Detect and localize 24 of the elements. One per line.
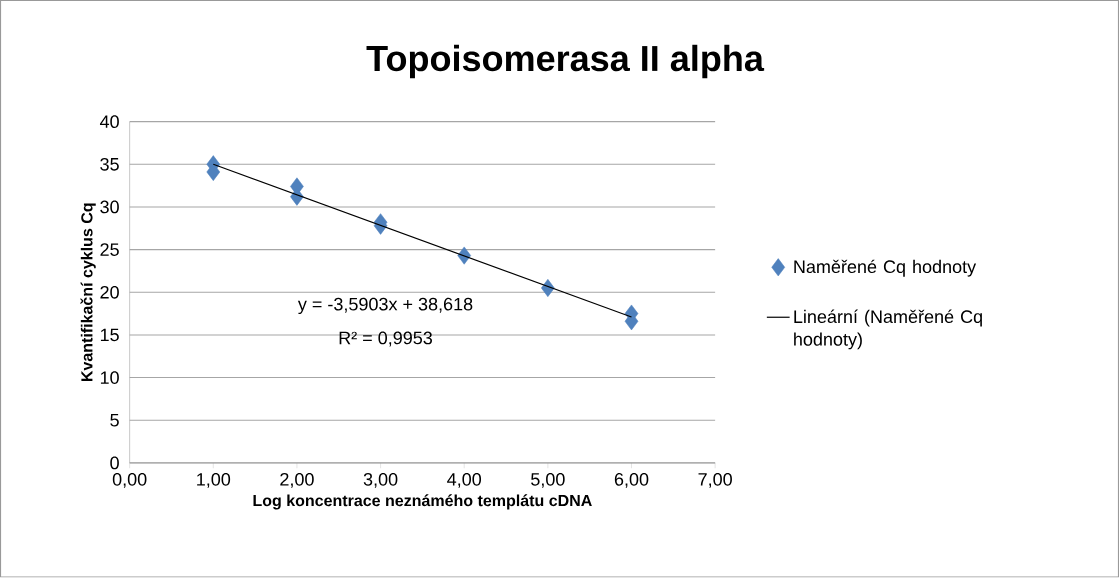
y-tick-label: 0 xyxy=(110,456,119,470)
y-tick-label: 10 xyxy=(100,371,119,385)
legend-label: Lineární (Naměřené Cq hodnoty) xyxy=(794,309,982,350)
x-tick-label: 6,00 xyxy=(614,473,649,489)
x-tick-label: 4,00 xyxy=(447,473,482,489)
x-tick-label: 5,00 xyxy=(531,473,565,489)
x-axis-title: Log koncentrace neznámého templátu cDNA xyxy=(253,494,592,510)
x-tick-label: 2,00 xyxy=(280,473,314,489)
y-axis-title: Kvantifikační cyklus Cq xyxy=(80,203,96,382)
x-tick-label: 0,00 xyxy=(112,473,147,489)
y-tick-label: 35 xyxy=(100,158,119,171)
y-tick-label: 5 xyxy=(110,414,119,427)
y-tick-label: 15 xyxy=(100,328,119,342)
y-tick-label: 30 xyxy=(100,200,119,214)
y-tick-label: 25 xyxy=(100,243,119,257)
x-tick-label: 7,00 xyxy=(698,473,732,489)
chart-title: Topoisomerasa II alpha xyxy=(366,45,765,79)
legend-label: Naměřené Cq hodnoty xyxy=(794,259,977,277)
x-tick-label: 1,00 xyxy=(197,473,231,489)
annotation: R² = 0,9953 xyxy=(339,331,433,347)
annotation: y = -3,5903x + 38,618 xyxy=(297,297,473,315)
y-tick-label: 20 xyxy=(100,286,119,299)
x-tick-label: 3,00 xyxy=(363,473,398,489)
y-tick-label: 40 xyxy=(99,115,119,129)
